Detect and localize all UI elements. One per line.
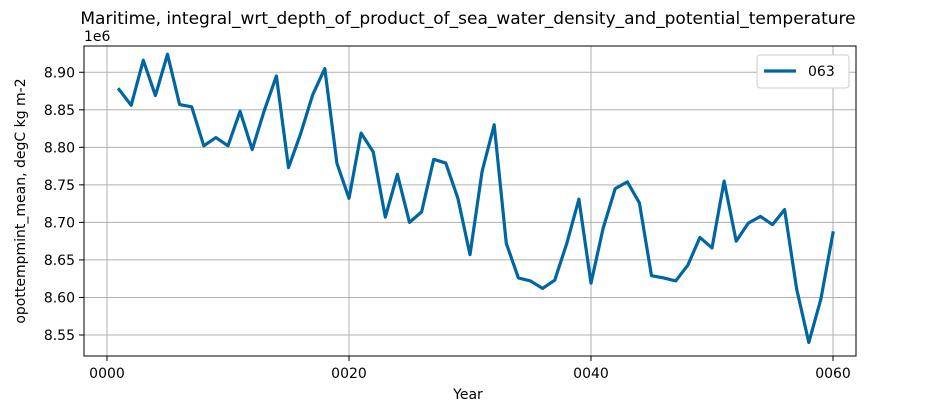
series-line [116,52,835,345]
y-tick-label: 8.60 [44,290,75,306]
chart-title: Maritime, integral_wrt_depth_of_product_… [80,9,855,29]
legend-box [756,54,850,89]
x-tick-label: 0060 [815,366,851,382]
y-tick-label: 8.70 [44,215,75,231]
y-tick-label: 8.90 [44,65,75,81]
grid [84,46,856,356]
x-axis-label: Year [452,387,483,403]
x-tick-label: 0020 [331,366,367,382]
y-tick-label: 8.65 [44,253,75,269]
y-tick-label: 8.85 [44,103,75,119]
plot-frame [83,45,857,357]
y-tick-label: 8.80 [44,140,75,156]
legend: 063 [756,54,850,89]
y-tick-label: 8.75 [44,178,75,194]
x-ticks: 0000 0020 0040 0060 [89,356,851,382]
legend-label: 063 [808,64,835,80]
x-tick-label: 0000 [89,366,125,382]
y-offset-label: 1e6 [84,29,111,45]
y-tick-label: 8.55 [44,328,75,344]
x-tick-label: 0040 [573,366,609,382]
y-ticks: 8.55 8.60 8.65 8.70 8.75 8.80 8.85 8.90 [44,65,84,344]
y-axis-label: opottempmint_mean, degC kg m-2 [13,78,29,323]
